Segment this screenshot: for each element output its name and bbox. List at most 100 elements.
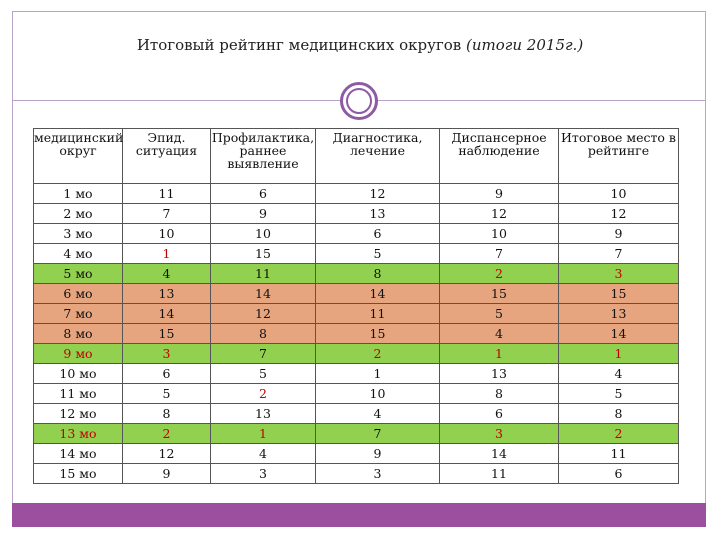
table-cell: 7 мо — [33, 303, 123, 324]
table-row: 1 мо 11 6 12 9 10 — [33, 183, 679, 204]
table-cell: 7 — [439, 243, 559, 264]
table-cell: 12 — [315, 183, 440, 204]
table-cell: 9 — [439, 183, 559, 204]
table-cell: 1 — [558, 343, 679, 364]
table-row: 11 мо 5 2 10 8 5 — [33, 383, 679, 404]
table-cell: 4 — [315, 403, 440, 424]
page-title: Итоговый рейтинг медицинских округов (ит… — [0, 36, 720, 54]
table-cell: 6 — [315, 223, 440, 244]
table-cell: 10 — [122, 223, 211, 244]
table-cell: 8 — [210, 323, 316, 344]
table-cell: 5 — [439, 303, 559, 324]
table-cell: 9 — [210, 203, 316, 224]
table-cell: 2 — [122, 423, 211, 444]
table-cell: 3 — [315, 463, 440, 484]
table-cell: 9 — [122, 463, 211, 484]
table-cell: 14 — [210, 283, 316, 304]
table-row: 4 мо 1 15 5 7 7 — [33, 243, 679, 264]
table-cell: 14 мо — [33, 443, 123, 464]
table-row: 2 мо 7 9 13 12 12 — [33, 203, 679, 224]
table-cell: 8 мо — [33, 323, 123, 344]
table-cell: 15 мо — [33, 463, 123, 484]
table-cell: 11 — [122, 183, 211, 204]
table-cell: 1 — [210, 423, 316, 444]
table-cell: 13 — [558, 303, 679, 324]
table-cell: 4 мо — [33, 243, 123, 264]
table-cell: 3 мо — [33, 223, 123, 244]
rating-table: медицинский округ Эпид. ситуация Профила… — [33, 128, 679, 484]
table-row: 12 мо 8 13 4 6 8 — [33, 403, 679, 424]
table-row: 13 мо 2 1 7 3 2 — [33, 423, 679, 444]
table-cell: 4 — [210, 443, 316, 464]
table-cell: 14 — [122, 303, 211, 324]
table-row: 14 мо 12 4 9 14 11 — [33, 443, 679, 464]
header-prevention: Профилактика, раннее выявление — [210, 128, 316, 184]
table-cell: 10 — [439, 223, 559, 244]
table-row: 3 мо 10 10 6 10 9 — [33, 223, 679, 244]
table-cell: 2 — [439, 263, 559, 284]
table-cell: 11 — [439, 463, 559, 484]
table-cell: 13 — [122, 283, 211, 304]
table-cell: 11 — [558, 443, 679, 464]
table-cell: 15 — [210, 243, 316, 264]
table-cell: 1 — [315, 363, 440, 384]
table-cell: 6 — [122, 363, 211, 384]
title-main: Итоговый рейтинг медицинских округов — [136, 36, 462, 54]
table-row: 15 мо 9 3 3 11 6 — [33, 463, 679, 484]
table-cell: 15 — [439, 283, 559, 304]
table-cell: 12 — [122, 443, 211, 464]
table-cell: 8 — [558, 403, 679, 424]
table-cell: 12 мо — [33, 403, 123, 424]
table-cell: 7 — [122, 203, 211, 224]
header-epid: Эпид. ситуация — [122, 128, 211, 184]
header-district: медицинский округ — [33, 128, 123, 184]
bottom-bar — [12, 503, 706, 527]
table-cell: 13 — [210, 403, 316, 424]
table-cell: 13 — [315, 203, 440, 224]
table-cell: 9 — [558, 223, 679, 244]
table-cell: 10 — [558, 183, 679, 204]
table-cell: 14 — [439, 443, 559, 464]
table-cell: 11 мо — [33, 383, 123, 404]
table-cell: 7 — [558, 243, 679, 264]
table-cell: 2 — [210, 383, 316, 404]
table-cell: 5 — [558, 383, 679, 404]
title-sub: (итоги 2015г.) — [466, 36, 584, 54]
table-cell: 14 — [558, 323, 679, 344]
table-cell: 8 — [439, 383, 559, 404]
table-cell: 5 — [122, 383, 211, 404]
table-row: 10 мо 6 5 1 13 4 — [33, 363, 679, 384]
table-cell: 5 — [315, 243, 440, 264]
header-final-place: Итоговое место в рейтинге — [558, 128, 679, 184]
table-cell: 4 — [558, 363, 679, 384]
table-cell: 7 — [210, 343, 316, 364]
table-row: 6 мо 13 14 14 15 15 — [33, 283, 679, 304]
table-cell: 8 — [315, 263, 440, 284]
table-cell: 1 мо — [33, 183, 123, 204]
table-cell: 3 — [122, 343, 211, 364]
table-header-row: медицинский округ Эпид. ситуация Профила… — [33, 128, 679, 184]
table-cell: 5 мо — [33, 263, 123, 284]
header-dispensary: Диспансерное наблюдение — [439, 128, 559, 184]
table-cell: 12 — [439, 203, 559, 224]
table-cell: 8 — [122, 403, 211, 424]
table-cell: 10 — [210, 223, 316, 244]
table-cell: 3 — [210, 463, 316, 484]
table-row: 5 мо 4 11 8 2 3 — [33, 263, 679, 284]
table-cell: 15 — [315, 323, 440, 344]
table-cell: 1 — [122, 243, 211, 264]
table-cell: 13 — [439, 363, 559, 384]
table-cell: 9 — [315, 443, 440, 464]
table-cell: 5 — [210, 363, 316, 384]
table-cell: 15 — [558, 283, 679, 304]
table-cell: 13 мо — [33, 423, 123, 444]
table-cell: 3 — [439, 423, 559, 444]
table-cell: 14 — [315, 283, 440, 304]
header-diagnostics: Диагностика, лечение — [315, 128, 440, 184]
table-cell: 1 — [439, 343, 559, 364]
table-cell: 2 мо — [33, 203, 123, 224]
table-cell: 12 — [558, 203, 679, 224]
table-cell: 15 — [122, 323, 211, 344]
table-cell: 12 — [210, 303, 316, 324]
table-cell: 9 мо — [33, 343, 123, 364]
